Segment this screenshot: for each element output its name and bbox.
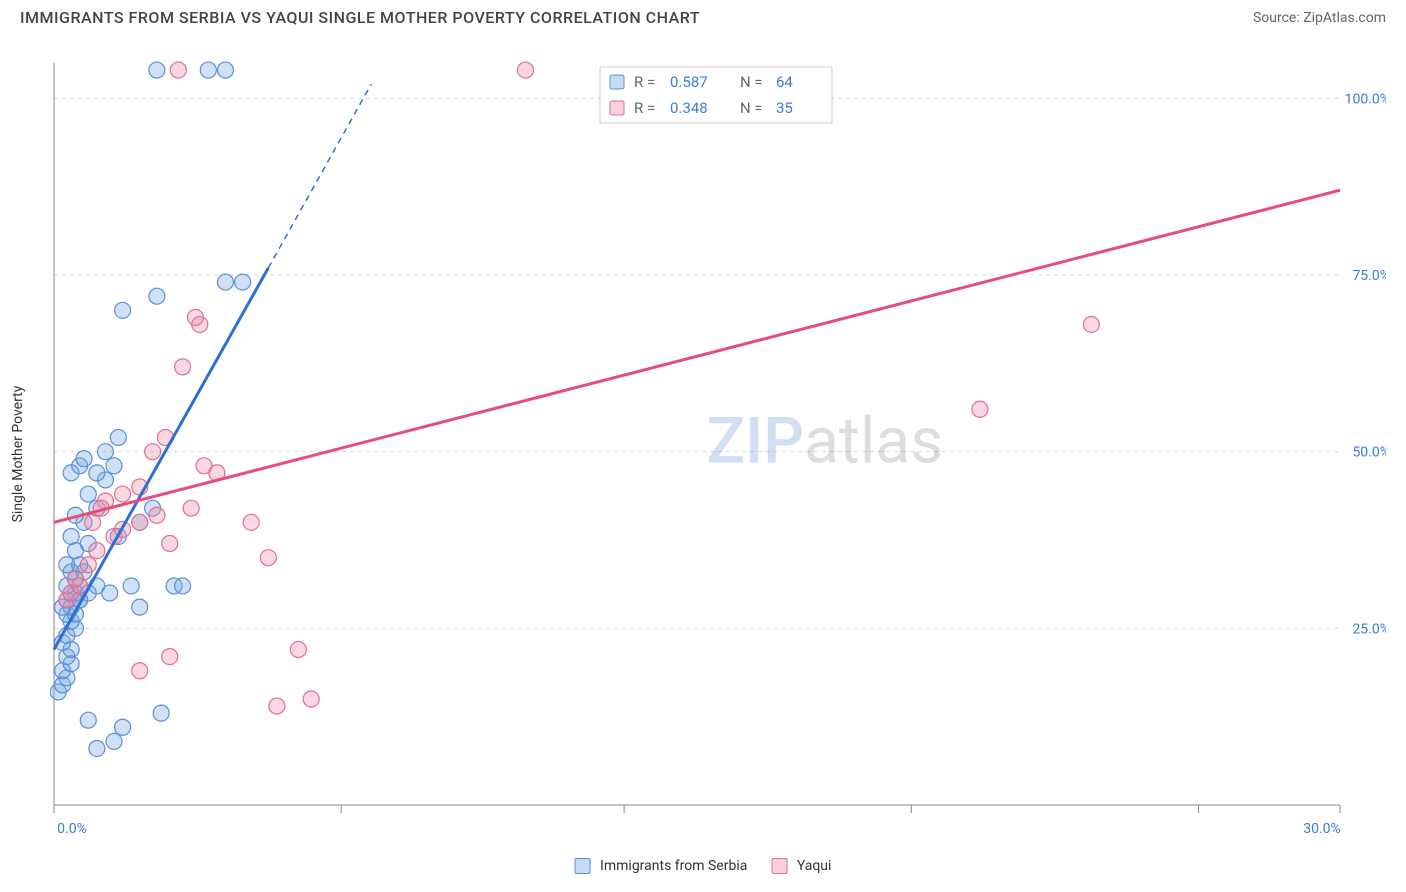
svg-text:0.348: 0.348 bbox=[670, 99, 708, 117]
svg-text:30.0%: 30.0% bbox=[1303, 821, 1341, 837]
svg-text:N =: N = bbox=[740, 99, 763, 117]
source-label: Source: ZipAtlas.com bbox=[1253, 10, 1386, 26]
header: IMMIGRANTS FROM SERBIA VS YAQUI SINGLE M… bbox=[0, 0, 1406, 35]
svg-text:35: 35 bbox=[776, 99, 793, 117]
scatter-chart-svg: 25.0% 50.0% 75.0% 100.0% 0.0% 30.0% R = 0.587 N … bbox=[50, 45, 1386, 837]
legend-swatch-serbia bbox=[575, 858, 591, 874]
svg-text:25.0%: 25.0% bbox=[1352, 621, 1386, 637]
legend-swatch-yaqui bbox=[771, 858, 787, 874]
legend-label-serbia: Immigrants from Serbia bbox=[600, 858, 747, 874]
svg-text:R =: R = bbox=[634, 73, 655, 91]
chart-title: IMMIGRANTS FROM SERBIA VS YAQUI SINGLE M… bbox=[20, 8, 700, 27]
svg-text:0.587: 0.587 bbox=[670, 73, 708, 91]
svg-text:64: 64 bbox=[776, 73, 793, 91]
footer-legend: Immigrants from Serbia Yaqui bbox=[575, 858, 832, 874]
svg-text:R =: R = bbox=[634, 99, 655, 117]
svg-text:50.0%: 50.0% bbox=[1352, 445, 1386, 461]
y-axis-label: Single Mother Poverty bbox=[10, 386, 26, 523]
legend-item-serbia: Immigrants from Serbia bbox=[575, 858, 748, 874]
svg-text:0.0%: 0.0% bbox=[57, 821, 87, 837]
legend-item-yaqui: Yaqui bbox=[771, 858, 831, 874]
chart-area: 25.0% 50.0% 75.0% 100.0% 0.0% 30.0% R = 0.587 N … bbox=[50, 45, 1386, 837]
svg-text:75.0%: 75.0% bbox=[1352, 268, 1386, 284]
chart-container: IMMIGRANTS FROM SERBIA VS YAQUI SINGLE M… bbox=[0, 0, 1406, 892]
legend-label-yaqui: Yaqui bbox=[797, 858, 832, 874]
svg-text:N =: N = bbox=[740, 73, 763, 91]
svg-text:100.0%: 100.0% bbox=[1345, 91, 1386, 107]
